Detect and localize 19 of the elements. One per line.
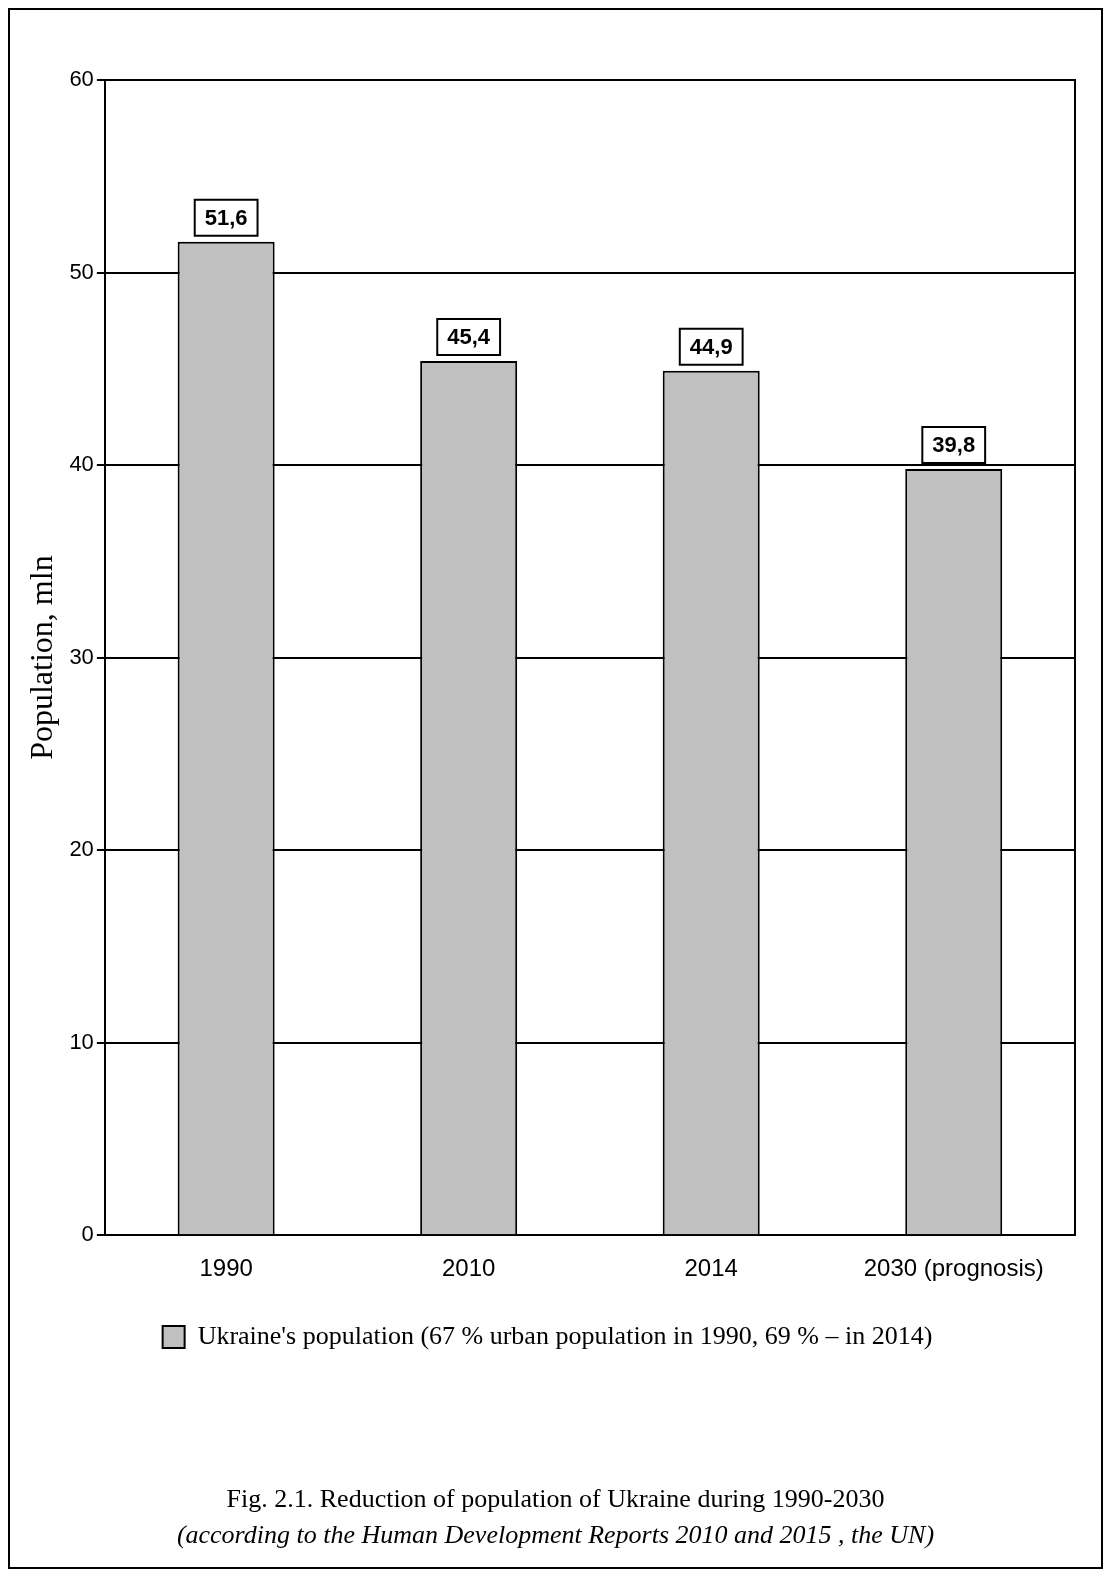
text: (according to the Human Development Reports 2010 and 2015 , the UN) bbox=[175, 1519, 936, 1551]
y-axis-title: Population, mln bbox=[22, 555, 59, 760]
y-tick-label: 60 bbox=[69, 66, 94, 92]
x-tick-label: 1990 bbox=[199, 1254, 253, 1282]
y-tick-label: 40 bbox=[69, 451, 94, 477]
y-tick-label: 30 bbox=[69, 643, 94, 669]
y-tick-label: 20 bbox=[69, 836, 94, 862]
data-label: 51,6 bbox=[204, 204, 248, 230]
data-label: 45,4 bbox=[447, 324, 491, 350]
legend-label: Ukraine's population (67 % urban population in 1990, 69 % – in 2014) bbox=[197, 1320, 933, 1350]
y-tick-label: 50 bbox=[69, 258, 94, 284]
data-label: 39,8 bbox=[932, 431, 976, 457]
data-label: 44,9 bbox=[689, 333, 733, 359]
y-tick-label: 0 bbox=[81, 1221, 94, 1247]
x-tick-label: 2030 (prognosis) bbox=[863, 1254, 1044, 1282]
y-tick-label: 10 bbox=[69, 1028, 94, 1054]
text: Fig. 2.1. Reduction of population of Ukraine during 1990-2030 bbox=[225, 1483, 886, 1515]
x-tick-label: 2014 bbox=[684, 1254, 738, 1282]
x-tick-label: 2010 bbox=[441, 1254, 496, 1282]
